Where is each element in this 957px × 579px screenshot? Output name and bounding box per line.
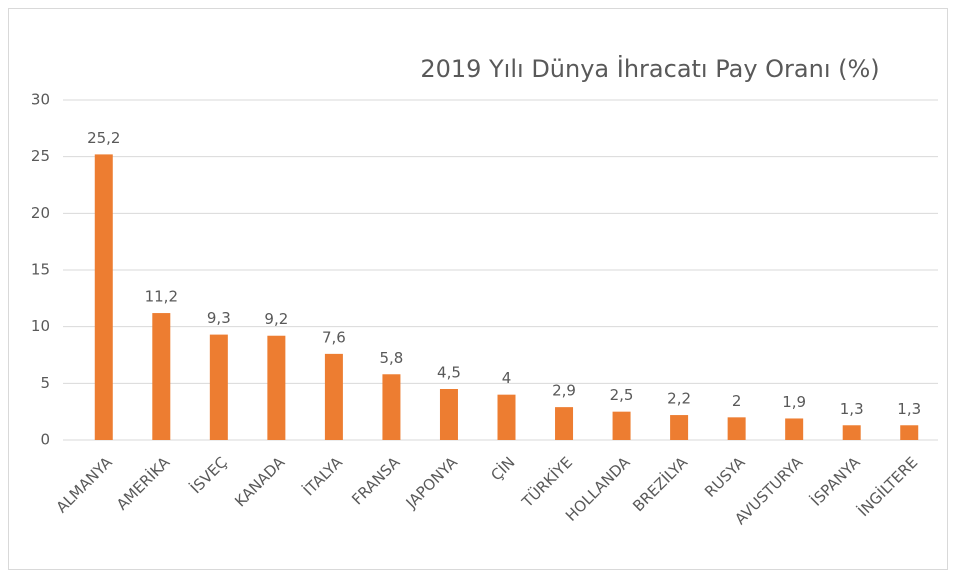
data-label: 2,9: [552, 382, 576, 400]
y-tick-label: 5: [40, 374, 50, 392]
y-tick-label: 25: [31, 147, 50, 165]
bar: [267, 335, 286, 440]
bar: [555, 407, 574, 440]
data-label: 11,2: [145, 288, 178, 306]
y-tick-label: 20: [31, 204, 50, 222]
chart-title: 2019 Yılı Dünya İhracatı Pay Oranı (%): [420, 54, 879, 83]
data-label: 7,6: [322, 328, 346, 346]
data-label: 1,3: [840, 400, 864, 418]
y-tick-label: 0: [40, 431, 50, 449]
y-tick-label: 30: [31, 91, 50, 109]
bar: [785, 418, 804, 440]
data-label: 1,9: [782, 393, 806, 411]
data-label: 9,3: [207, 309, 231, 327]
y-tick-label: 10: [31, 317, 50, 335]
data-label: 4: [502, 369, 512, 387]
bar: [152, 313, 171, 440]
data-label: 1,3: [897, 400, 921, 418]
data-label: 4,5: [437, 364, 461, 382]
chart-border: [8, 8, 948, 570]
bar: [94, 154, 113, 440]
bar: [900, 425, 919, 440]
bar: [439, 389, 458, 440]
bar: [727, 417, 746, 440]
data-label: 2,5: [610, 386, 634, 404]
bar: [209, 334, 228, 440]
bar: [670, 415, 689, 440]
bar: [324, 353, 343, 440]
data-label: 2,2: [667, 390, 691, 408]
y-tick-label: 15: [31, 261, 50, 279]
data-label: 2: [732, 392, 742, 410]
bar: [497, 394, 516, 440]
bar: [382, 374, 401, 440]
data-label: 9,2: [264, 310, 288, 328]
data-label: 5,8: [380, 349, 404, 367]
data-label: 25,2: [87, 129, 120, 147]
bar: [842, 425, 861, 440]
bar: [612, 411, 631, 440]
